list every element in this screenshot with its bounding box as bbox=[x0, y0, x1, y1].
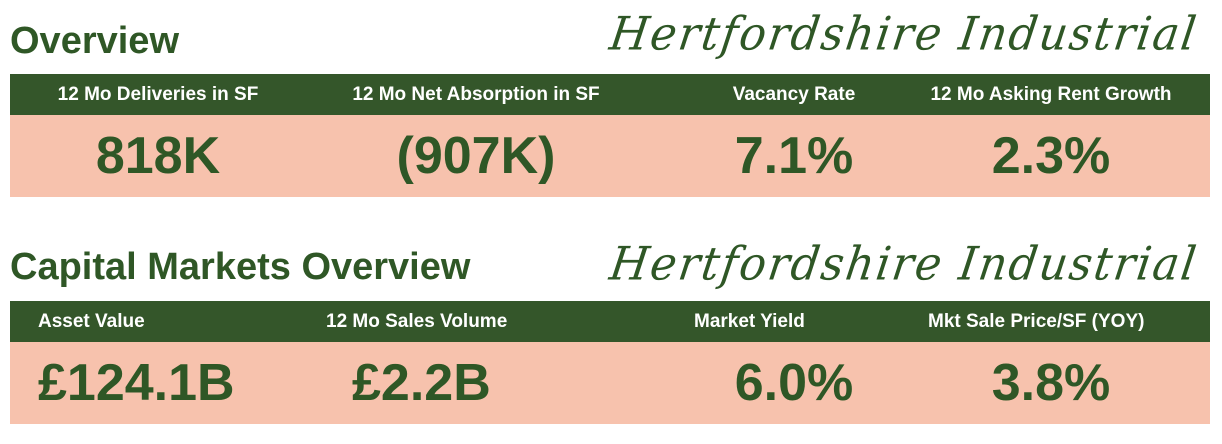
metric-value-deliveries: 818K bbox=[95, 127, 221, 185]
metric-label-asking-rent-growth: 12 Mo Asking Rent Growth bbox=[930, 84, 1172, 105]
metric-value-sale-price-yoy: 3.8% bbox=[991, 354, 1111, 412]
capital-markets-title: Capital Markets Overview bbox=[10, 246, 471, 288]
metric-label-vacancy-rate: Vacancy Rate bbox=[732, 84, 856, 105]
overview-header-bar: 12 Mo Deliveries in SF 12 Mo Net Absorpt… bbox=[10, 74, 1210, 115]
metric-value-net-absorption: (907K) bbox=[396, 127, 556, 185]
metric-value-asking-rent-growth: 2.3% bbox=[991, 127, 1111, 185]
metric-label-market-yield: Market Yield bbox=[694, 311, 805, 332]
metric-value-vacancy-rate: 7.1% bbox=[734, 127, 854, 185]
metric-value-market-yield: 6.0% bbox=[734, 354, 854, 412]
capital-markets-brand-script: Hertfordshire Industrial bbox=[606, 237, 1202, 292]
metric-label-sale-price-yoy: Mkt Sale Price/SF (YOY) bbox=[928, 311, 1145, 332]
metric-label-sales-volume: 12 Mo Sales Volume bbox=[326, 311, 508, 332]
metric-label-net-absorption: 12 Mo Net Absorption in SF bbox=[352, 84, 600, 105]
metric-label-deliveries: 12 Mo Deliveries in SF bbox=[57, 84, 259, 105]
capital-markets-section: Capital Markets Overview Hertfordshire I… bbox=[0, 230, 1222, 444]
metric-label-asset-value: Asset Value bbox=[38, 311, 145, 332]
overview-value-bar: 818K (907K) 7.1% 2.3% bbox=[10, 115, 1210, 197]
metric-value-asset-value: £124.1B bbox=[38, 354, 235, 412]
metric-value-sales-volume: £2.2B bbox=[352, 354, 491, 412]
overview-brand-script: Hertfordshire Industrial bbox=[606, 7, 1202, 62]
capital-markets-value-bar: £124.1B £2.2B 6.0% 3.8% bbox=[10, 342, 1210, 424]
overview-title: Overview bbox=[10, 20, 179, 62]
capital-markets-header-bar: Asset Value 12 Mo Sales Volume Market Yi… bbox=[10, 301, 1210, 342]
overview-section: Overview Hertfordshire Industrial 12 Mo … bbox=[0, 0, 1222, 200]
